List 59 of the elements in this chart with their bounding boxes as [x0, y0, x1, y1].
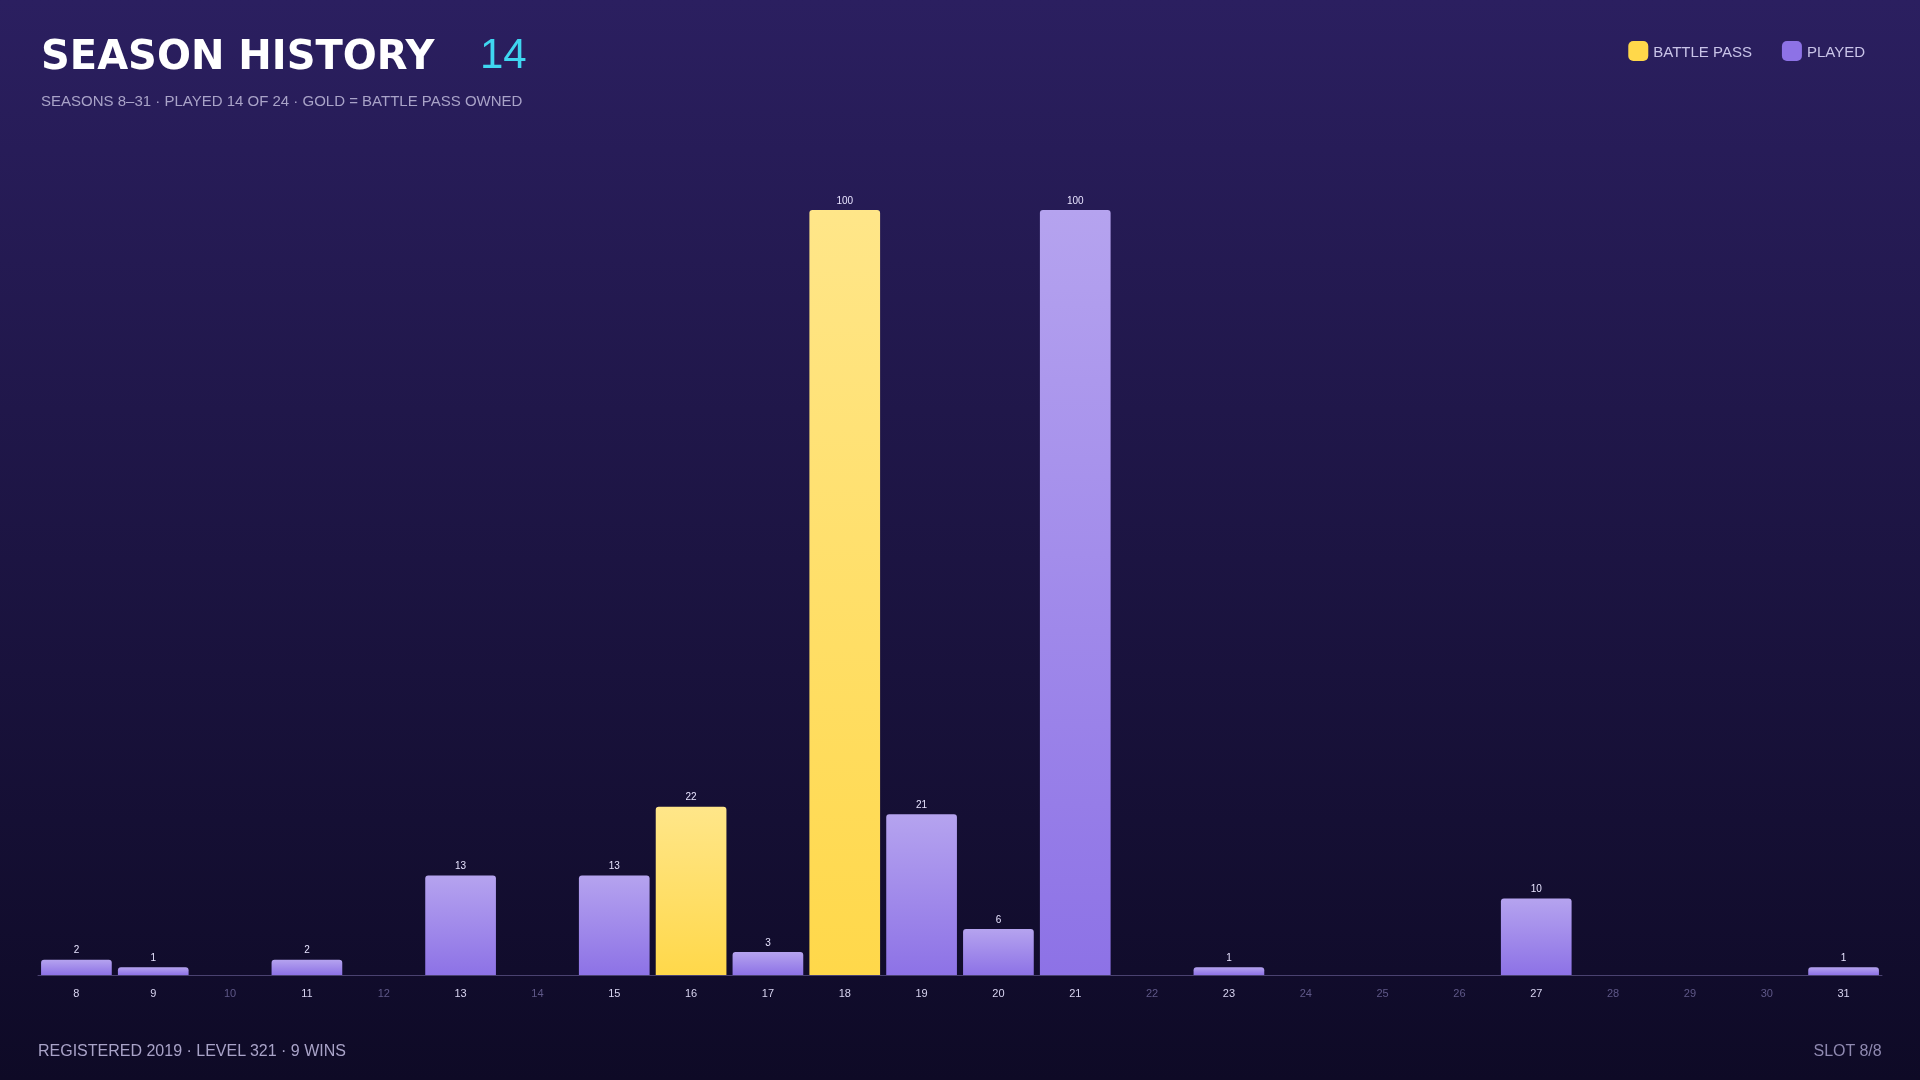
data-label: 1 [1840, 951, 1847, 963]
data-label: 2 [73, 944, 80, 956]
x-tick-label: 14 [531, 986, 544, 999]
x-tick-label: 25 [1376, 986, 1389, 999]
x-tick-label: 22 [1145, 986, 1159, 999]
x-tick-label: 23 [1222, 986, 1236, 999]
data-label: 100 [836, 194, 854, 206]
x-tick-label: 19 [915, 986, 928, 999]
x-tick-label: 21 [1069, 986, 1082, 999]
bar [655, 806, 727, 975]
bar [117, 967, 189, 975]
bar [886, 814, 957, 975]
x-tick-label: 13 [454, 986, 467, 999]
x-tick-label: 29 [1683, 986, 1697, 999]
data-label: 3 [765, 936, 772, 948]
x-tick-label: 20 [992, 986, 1005, 999]
bar [963, 929, 1034, 975]
x-tick-label: 28 [1606, 986, 1620, 999]
bar [1193, 967, 1265, 975]
data-label: 22 [685, 791, 698, 803]
text: REGISTERED 2019 · LEVEL 321 · 9 WINS [38, 1041, 346, 1059]
x-tick-label: 24 [1299, 986, 1312, 999]
x-tick-label: 16 [684, 986, 698, 999]
bar [1500, 898, 1572, 975]
x-tick-label: 8 [73, 986, 80, 999]
x-tick-label: 15 [608, 986, 621, 999]
bar [809, 210, 881, 975]
x-tick-label: 11 [301, 986, 313, 999]
x-tick-label: 12 [377, 986, 390, 999]
x-tick-label: 17 [761, 986, 775, 999]
bar [1039, 210, 1111, 975]
data-label: 1 [1226, 951, 1233, 963]
x-tick-label: 10 [223, 986, 237, 999]
bar [41, 959, 112, 975]
x-tick-label: 26 [1453, 986, 1466, 999]
bar [578, 875, 650, 975]
bar [425, 875, 496, 975]
data-label: 13 [608, 860, 621, 872]
x-tick-label: 18 [838, 986, 851, 999]
text: 14 [480, 29, 527, 77]
bar [1808, 967, 1879, 975]
data-label: 6 [995, 913, 1002, 925]
bar [732, 952, 804, 975]
x-tick-label: 30 [1760, 986, 1773, 999]
text: SLOT 8/8 [1813, 1041, 1882, 1059]
chart-title: SEASON HISTORY [41, 32, 436, 78]
data-label: 21 [916, 798, 928, 810]
data-label: 1 [150, 951, 157, 963]
legend-label: BATTLE PASS [1653, 42, 1752, 60]
x-tick-label: 31 [1837, 986, 1850, 999]
data-label: 10 [1530, 883, 1543, 894]
x-tick-label: 9 [150, 986, 157, 999]
data-label: 13 [455, 860, 467, 872]
legend-label: PLAYED [1806, 42, 1866, 60]
bar [271, 959, 343, 975]
x-tick-label: 27 [1530, 986, 1543, 999]
chart-subtitle: SEASONS 8–31 · PLAYED 14 OF 24 · GOLD = BATTLE PASS OWNED [41, 92, 523, 109]
data-label: 100 [1066, 194, 1085, 206]
data-label: 2 [304, 944, 311, 956]
